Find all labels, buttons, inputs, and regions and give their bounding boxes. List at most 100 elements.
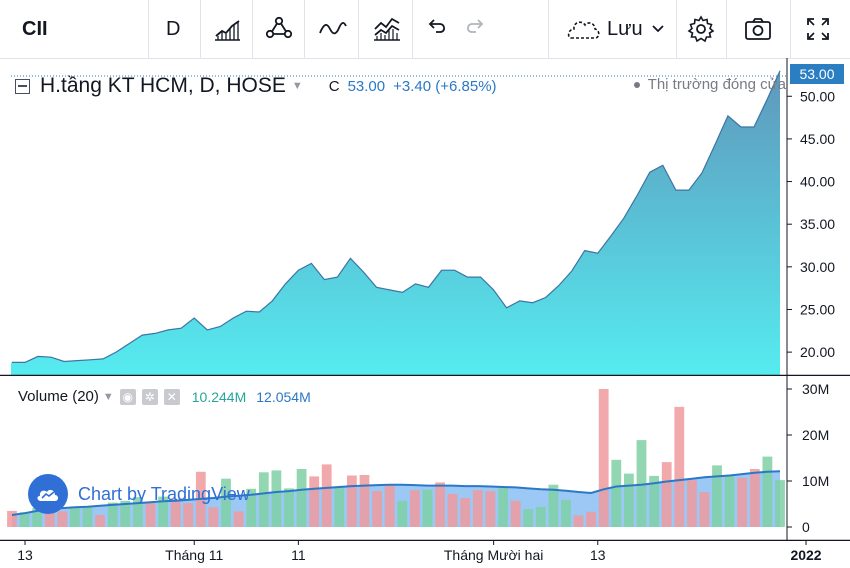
- volume-bar: [384, 484, 395, 527]
- tradingview-watermark[interactable]: Chart by TradingView: [28, 474, 250, 514]
- volume-bar: [775, 480, 785, 527]
- volume-bar: [472, 490, 483, 527]
- camera-icon[interactable]: [743, 14, 773, 44]
- time-axis[interactable]: 13 Tháng 11 11 Tháng Mười hai 13 2022: [0, 541, 850, 568]
- volume-bar: [321, 464, 332, 527]
- volume-axis-label: 0: [802, 519, 810, 535]
- gear-icon[interactable]: ✲: [141, 388, 158, 405]
- volume-bar: [95, 515, 105, 527]
- volume-bar: [410, 490, 420, 527]
- volume-bar: [762, 456, 773, 527]
- caret-down-icon[interactable]: ▼: [291, 80, 303, 92]
- volume-bar: [598, 389, 609, 527]
- toolbar-divider: [252, 0, 253, 58]
- price-axis-label: 45.00: [800, 131, 835, 147]
- toolbar-divider: [790, 0, 791, 58]
- volume-bar: [44, 509, 55, 527]
- volume-bar: [498, 487, 508, 527]
- fullscreen-icon[interactable]: [803, 14, 833, 44]
- volume-chart[interactable]: 0 10M 20M 30M: [0, 376, 850, 541]
- toolbar-divider: [726, 0, 727, 58]
- indicators-icon[interactable]: [318, 14, 348, 44]
- volume-bar: [183, 503, 194, 527]
- save-button[interactable]: Lưu: [607, 18, 643, 40]
- volume-bar: [372, 491, 382, 527]
- close-icon[interactable]: ✕: [163, 388, 180, 405]
- volume-bar: [561, 499, 571, 527]
- cloud-chart-icon: [28, 474, 68, 514]
- settings-icon[interactable]: [686, 14, 716, 44]
- volume-title[interactable]: Volume (20): [18, 388, 99, 405]
- volume-bar: [158, 496, 168, 527]
- price-axis-label: 30.00: [800, 259, 835, 275]
- volume-bar: [724, 475, 735, 527]
- volume-bar: [208, 507, 219, 527]
- volume-bar: [133, 497, 143, 527]
- volume-bar: [749, 469, 760, 527]
- volume-bar: [636, 440, 647, 527]
- volume-axis-label: 20M: [802, 427, 829, 443]
- volume-bar: [548, 484, 559, 527]
- price-axis-label: 50.00: [800, 88, 835, 104]
- eye-icon[interactable]: ◉: [119, 388, 136, 405]
- toolbar-divider: [148, 0, 149, 58]
- compare-icon[interactable]: [264, 14, 294, 44]
- toolbar-divider: [412, 0, 413, 58]
- volume-bar: [107, 502, 118, 527]
- volume-bar: [699, 492, 710, 527]
- volume-value: 10.244M: [191, 388, 247, 405]
- chevron-down-icon[interactable]: [648, 14, 668, 44]
- volume-bar: [233, 511, 244, 527]
- top-toolbar: CII D Lưu: [0, 0, 850, 59]
- volume-bar: [485, 491, 496, 527]
- market-status: Thị trường đóng cửa: [634, 76, 786, 93]
- symbol-search-button[interactable]: CII: [22, 18, 48, 40]
- volume-bar: [611, 459, 622, 527]
- series-title[interactable]: H.tầng KT HCM, D, HOSE: [40, 74, 286, 97]
- change-value: +3.40 (+6.85%): [393, 77, 497, 95]
- templates-icon[interactable]: [372, 14, 402, 44]
- volume-bar: [460, 498, 471, 527]
- volume-bar: [712, 465, 722, 527]
- close-label: C: [328, 77, 340, 95]
- volume-bar: [737, 477, 748, 527]
- price-chart[interactable]: 20.00 25.00 30.00 35.00 40.00 45.00 50.00: [0, 58, 850, 376]
- interval-button[interactable]: D: [166, 18, 181, 40]
- toolbar-divider: [676, 0, 677, 58]
- volume-ma-value: 12.054M: [256, 388, 311, 405]
- cloud-icon[interactable]: [563, 14, 603, 44]
- collapse-legend-icon[interactable]: [15, 78, 30, 94]
- volume-bar: [435, 482, 445, 527]
- volume-bar: [296, 469, 307, 527]
- time-axis-label: 2022: [790, 547, 821, 563]
- time-axis-label: 11: [291, 547, 306, 563]
- volume-bar: [674, 406, 685, 527]
- undo-icon[interactable]: [422, 14, 452, 44]
- price-axis-label: 40.00: [800, 174, 835, 190]
- volume-bar: [624, 473, 634, 527]
- volume-bar: [334, 487, 345, 527]
- time-axis-label: 13: [17, 547, 33, 563]
- volume-bar: [246, 488, 257, 527]
- volume-bar: [347, 475, 357, 527]
- volume-bar: [170, 499, 181, 527]
- volume-bar: [19, 512, 30, 527]
- volume-bar: [586, 511, 596, 527]
- caret-down-icon[interactable]: ▼: [102, 390, 114, 403]
- volume-bar: [510, 500, 521, 527]
- bar-style-icon[interactable]: [212, 14, 242, 44]
- price-axis-label: 35.00: [800, 216, 835, 232]
- volume-bar: [359, 475, 370, 527]
- volume-bar: [70, 507, 80, 527]
- time-axis-label: Tháng Mười hai: [444, 547, 543, 563]
- volume-bar: [661, 462, 672, 527]
- volume-bar: [422, 489, 433, 527]
- volume-bar: [145, 503, 156, 527]
- redo-icon[interactable]: [460, 14, 490, 44]
- volume-bar: [573, 515, 584, 527]
- volume-bar: [284, 488, 294, 527]
- volume-bar: [82, 506, 93, 527]
- volume-axis-label: 10M: [802, 473, 829, 489]
- toolbar-divider: [548, 0, 549, 58]
- volume-bar: [57, 511, 68, 527]
